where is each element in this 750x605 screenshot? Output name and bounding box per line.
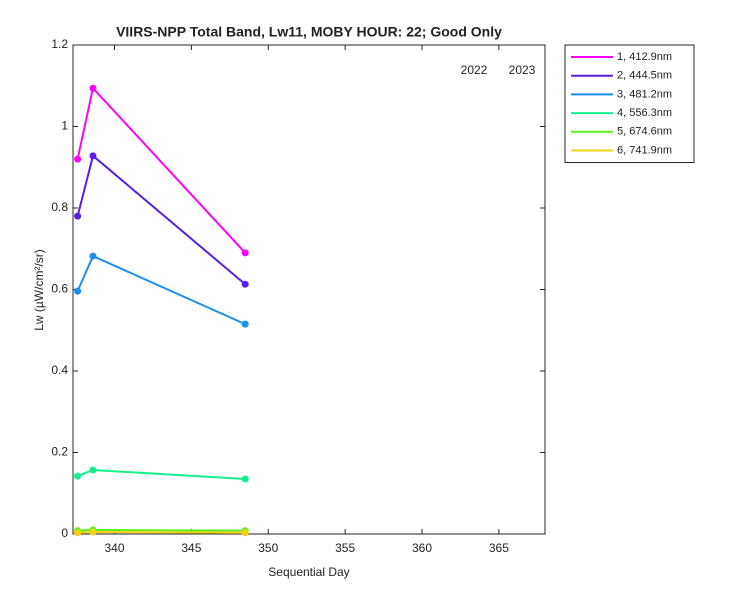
- x-tick-label: 355: [335, 541, 355, 555]
- legend-label: 5, 674.6nm: [617, 126, 672, 138]
- legend-label: 3, 481.2nm: [617, 88, 672, 100]
- y-axis-label: Lw (µW/cm²/sr): [32, 249, 46, 331]
- data-point: [74, 287, 82, 295]
- data-point: [89, 252, 97, 260]
- x-tick-label: 345: [181, 541, 201, 555]
- legend-label: 6, 741.9nm: [617, 144, 672, 156]
- data-point: [241, 249, 249, 257]
- y-tick-label: 0.6: [51, 282, 68, 296]
- y-tick-label: 0.8: [51, 200, 68, 214]
- series-line: [77, 528, 246, 532]
- chart-title: VIIRS-NPP Total Band, Lw11, MOBY HOUR: 2…: [116, 24, 502, 40]
- data-point: [241, 280, 249, 288]
- data-point: [74, 212, 82, 220]
- data-point: [241, 529, 249, 537]
- data-point: [89, 152, 97, 160]
- y-tick-label: 0: [61, 526, 68, 540]
- data-point: [74, 472, 82, 480]
- legend-label: 1, 412.9nm: [617, 51, 672, 63]
- x-axis-label: Sequential Day: [268, 565, 349, 579]
- x-tick-label: 360: [412, 541, 432, 555]
- x-tick-label: 350: [258, 541, 278, 555]
- data-point: [89, 528, 97, 536]
- y-tick-label: 0.4: [51, 363, 68, 377]
- x-tick-label: 340: [104, 541, 124, 555]
- y-tick-label: 1: [61, 119, 68, 133]
- data-point: [241, 320, 249, 328]
- x-tick-label: 365: [489, 541, 509, 555]
- y-tick-label: 1.2: [51, 37, 68, 51]
- data-point: [89, 84, 97, 92]
- series-line: [77, 530, 246, 534]
- annotation: 2022: [461, 63, 488, 77]
- data-point: [74, 155, 82, 163]
- data-point: [241, 475, 249, 483]
- legend-box: [564, 44, 695, 163]
- legend-label: 2, 444.5nm: [617, 70, 672, 82]
- annotation: 2023: [509, 63, 536, 77]
- legend-label: 4, 556.3nm: [617, 107, 672, 119]
- data-point: [74, 529, 82, 537]
- y-tick-label: 0.2: [51, 445, 68, 459]
- data-point: [89, 466, 97, 474]
